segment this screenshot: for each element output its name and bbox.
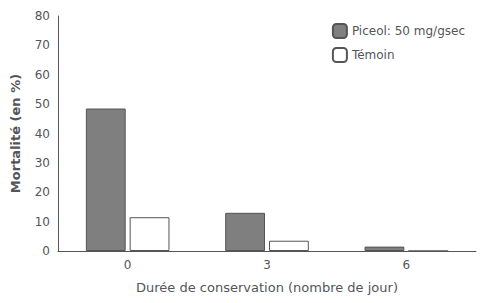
svg-text:Témoin: Témoin <box>351 48 395 62</box>
svg-text:20: 20 <box>35 185 50 199</box>
svg-text:70: 70 <box>35 38 50 52</box>
svg-text:0: 0 <box>42 244 50 258</box>
svg-text:60: 60 <box>35 68 50 82</box>
svg-text:Piceol: 50 mg/gsec: Piceol: 50 mg/gsec <box>352 24 465 38</box>
svg-text:40: 40 <box>35 127 50 141</box>
svg-text:6: 6 <box>403 258 411 272</box>
svg-text:0: 0 <box>124 258 132 272</box>
svg-text:3: 3 <box>263 258 271 272</box>
svg-text:50: 50 <box>35 97 50 111</box>
svg-text:Mortalité (en %): Mortalité (en %) <box>8 74 23 193</box>
svg-text:80: 80 <box>35 9 50 23</box>
svg-text:Durée de conservation (nombre: Durée de conservation (nombre de jour) <box>136 280 398 295</box>
svg-text:10: 10 <box>35 215 50 229</box>
svg-text:30: 30 <box>35 156 50 170</box>
